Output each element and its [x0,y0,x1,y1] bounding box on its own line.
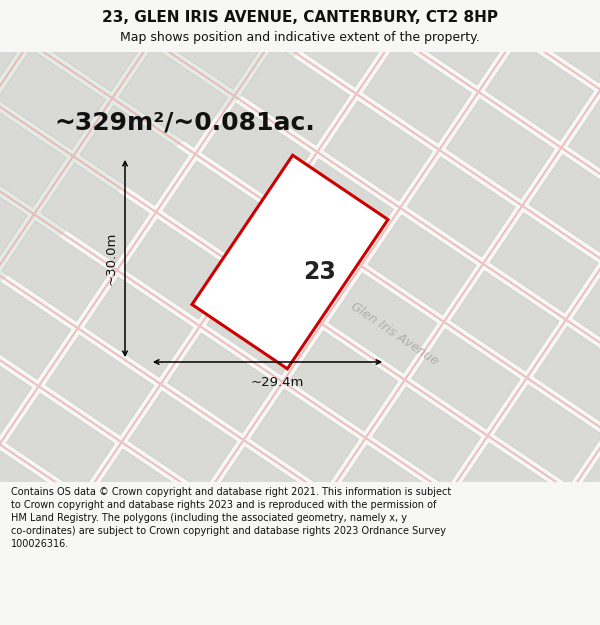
Polygon shape [251,389,359,489]
Polygon shape [0,451,76,551]
Polygon shape [407,157,515,257]
Polygon shape [192,155,388,369]
Polygon shape [460,615,568,625]
Polygon shape [490,213,598,312]
Polygon shape [324,101,433,201]
Polygon shape [85,277,193,377]
Polygon shape [334,445,442,545]
Polygon shape [568,97,600,197]
Polygon shape [285,159,393,259]
Polygon shape [41,163,149,263]
Polygon shape [255,561,364,625]
Text: 23: 23 [304,260,337,284]
Text: 23, GLEN IRIS AVENUE, CANTERBURY, CT2 8HP: 23, GLEN IRIS AVENUE, CANTERBURY, CT2 8H… [102,11,498,26]
Polygon shape [0,49,106,149]
Polygon shape [578,441,600,541]
Polygon shape [167,333,276,433]
Polygon shape [0,0,22,93]
Polygon shape [412,329,520,429]
Polygon shape [2,221,110,321]
Polygon shape [197,0,306,31]
Polygon shape [0,0,62,36]
Polygon shape [451,271,559,371]
Polygon shape [211,447,320,547]
Polygon shape [0,52,80,182]
Polygon shape [172,505,280,605]
Polygon shape [37,0,145,91]
Polygon shape [241,45,349,145]
Polygon shape [582,612,600,625]
Polygon shape [534,327,600,427]
Polygon shape [207,275,315,375]
Polygon shape [377,559,485,625]
Polygon shape [329,273,437,373]
Polygon shape [119,47,227,147]
Polygon shape [320,0,428,29]
Polygon shape [202,103,310,203]
Polygon shape [403,0,511,85]
Polygon shape [290,331,398,431]
Polygon shape [246,217,354,317]
Polygon shape [524,0,600,82]
Polygon shape [338,617,446,625]
Text: Glen Iris Avenue: Glen Iris Avenue [349,300,441,368]
Polygon shape [46,335,154,435]
Polygon shape [368,215,476,315]
Polygon shape [499,557,600,625]
Polygon shape [0,279,71,379]
Polygon shape [0,338,32,437]
Polygon shape [494,385,600,485]
Polygon shape [216,619,324,625]
Text: ~29.4m: ~29.4m [251,376,304,389]
Text: Contains OS data © Crown copyright and database right 2021. This information is : Contains OS data © Crown copyright and d… [11,487,451,549]
Polygon shape [133,563,241,625]
Text: ~30.0m: ~30.0m [104,232,118,285]
Polygon shape [163,161,271,261]
Polygon shape [442,0,550,27]
Polygon shape [446,99,554,199]
Polygon shape [89,449,197,549]
Polygon shape [364,43,472,143]
Polygon shape [373,387,481,487]
Polygon shape [416,501,524,601]
Polygon shape [76,0,184,33]
Polygon shape [485,41,593,141]
Polygon shape [0,107,66,208]
Polygon shape [128,391,236,491]
Polygon shape [280,0,389,87]
Polygon shape [50,507,158,608]
Polygon shape [124,219,232,319]
Polygon shape [0,165,27,266]
Polygon shape [158,0,266,89]
Polygon shape [538,499,600,599]
Polygon shape [80,105,188,205]
Polygon shape [455,442,563,543]
Polygon shape [7,393,115,493]
Text: Map shows position and indicative extent of the property.: Map shows position and indicative extent… [120,31,480,44]
Polygon shape [573,269,600,369]
Text: ~329m²/~0.081ac.: ~329m²/~0.081ac. [55,110,316,134]
Polygon shape [563,0,600,25]
Polygon shape [0,52,300,282]
Polygon shape [529,155,600,255]
Polygon shape [294,503,403,603]
